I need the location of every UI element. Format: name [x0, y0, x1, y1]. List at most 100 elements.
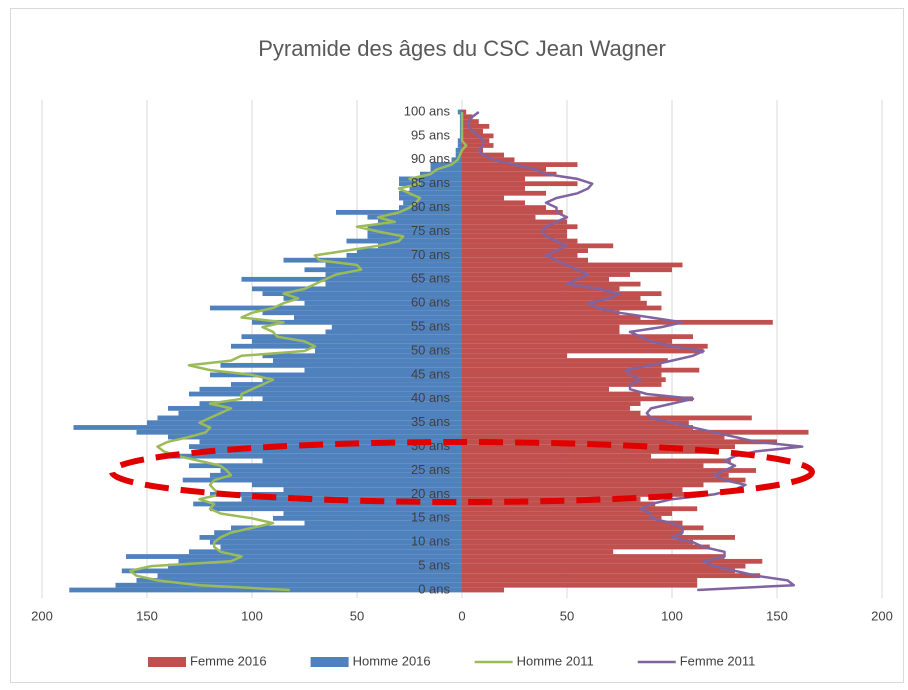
bar — [182, 477, 462, 483]
bar — [315, 348, 462, 354]
bar — [462, 138, 490, 144]
bar — [241, 334, 462, 340]
bar — [462, 276, 609, 282]
bar — [457, 138, 462, 144]
bar — [346, 253, 462, 258]
bar — [462, 272, 630, 277]
bar — [325, 262, 462, 268]
bar — [367, 214, 462, 220]
chart-title: Pyramide des âges du CSC Jean Wagner — [258, 36, 666, 61]
y-tick-label: 85 ans — [411, 175, 451, 190]
bar — [462, 386, 609, 392]
bar — [462, 291, 662, 297]
bar — [199, 439, 462, 445]
bar — [420, 171, 462, 177]
bar — [121, 568, 463, 574]
bar — [462, 511, 672, 516]
bar — [199, 401, 462, 406]
y-tick-label: 95 ans — [411, 127, 451, 142]
bar — [462, 458, 731, 464]
bar — [462, 114, 473, 120]
y-tick-label: 80 ans — [411, 199, 451, 214]
bar — [262, 291, 462, 297]
y-tick-label: 65 ans — [411, 271, 451, 286]
bar — [252, 319, 462, 325]
bar — [210, 506, 462, 512]
bar — [462, 372, 662, 378]
bar — [193, 501, 462, 507]
bar — [462, 109, 467, 115]
bar — [462, 453, 651, 459]
bar — [462, 296, 641, 301]
bar — [462, 310, 620, 316]
bar — [168, 453, 462, 459]
bar — [283, 487, 462, 493]
x-tick-label: 150 — [136, 608, 158, 623]
x-tick-label: 200 — [871, 608, 893, 623]
bar — [462, 429, 809, 435]
bar — [462, 219, 567, 225]
bar — [462, 501, 656, 507]
bar — [73, 425, 462, 430]
bar — [462, 238, 578, 244]
bar — [378, 219, 462, 225]
bar — [210, 372, 462, 378]
bar — [462, 554, 725, 559]
bar — [357, 248, 462, 254]
bar — [462, 348, 704, 354]
bar — [262, 458, 462, 464]
bar — [462, 535, 735, 540]
bar — [273, 358, 462, 363]
bar — [462, 506, 698, 512]
bar — [462, 515, 662, 521]
bar — [462, 434, 725, 440]
bar — [462, 334, 693, 340]
bar — [378, 243, 462, 249]
bar — [462, 396, 693, 402]
bar — [457, 143, 462, 148]
y-tick-label: 20 ans — [411, 486, 451, 501]
bar — [136, 578, 462, 583]
bar — [220, 362, 462, 368]
bar — [69, 587, 463, 593]
bar — [462, 286, 620, 292]
bar — [462, 358, 668, 363]
bar — [220, 544, 462, 550]
bar — [462, 439, 777, 445]
bar — [262, 310, 462, 316]
bar — [399, 205, 462, 210]
bar — [462, 224, 578, 230]
legend-label: Homme 2016 — [353, 653, 431, 668]
y-tick-label: 40 ans — [411, 390, 451, 405]
y-tick-label: 0 ans — [418, 581, 450, 596]
bar — [462, 143, 494, 148]
bar — [462, 123, 490, 129]
bar — [455, 147, 462, 153]
y-tick-label: 70 ans — [411, 247, 451, 262]
bar — [399, 176, 462, 182]
bar — [304, 520, 462, 526]
bar — [462, 209, 563, 215]
bar — [199, 535, 462, 540]
bar — [462, 472, 729, 478]
bar — [462, 257, 588, 263]
y-tick-label: 60 ans — [411, 295, 451, 310]
bar — [462, 420, 689, 426]
y-tick-label: 45 ans — [411, 366, 451, 381]
bar — [325, 272, 462, 277]
bar — [210, 448, 462, 454]
bar — [325, 281, 462, 287]
y-tick-label: 100 ans — [404, 103, 451, 118]
bar — [462, 578, 698, 583]
bar — [462, 300, 647, 306]
bar — [462, 544, 710, 550]
bar — [325, 329, 462, 335]
bar — [462, 253, 578, 258]
y-tick-label: 15 ans — [411, 510, 451, 525]
bar — [462, 367, 700, 373]
bar — [210, 305, 462, 311]
bar — [462, 425, 693, 430]
bar — [462, 492, 693, 497]
bar — [462, 267, 672, 273]
bar — [241, 496, 462, 502]
